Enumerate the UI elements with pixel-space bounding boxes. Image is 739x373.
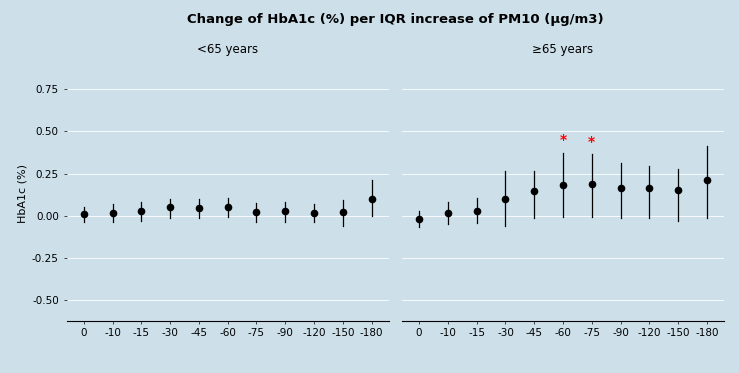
Y-axis label: HbA1c (%): HbA1c (%) xyxy=(18,164,28,223)
Text: *: * xyxy=(588,135,596,149)
Text: *: * xyxy=(559,134,567,147)
Text: Change of HbA1c (%) per IQR increase of PM10 (μg/m3): Change of HbA1c (%) per IQR increase of … xyxy=(187,13,604,26)
Text: <65 years: <65 years xyxy=(197,43,258,56)
Text: ≥65 years: ≥65 years xyxy=(533,43,593,56)
